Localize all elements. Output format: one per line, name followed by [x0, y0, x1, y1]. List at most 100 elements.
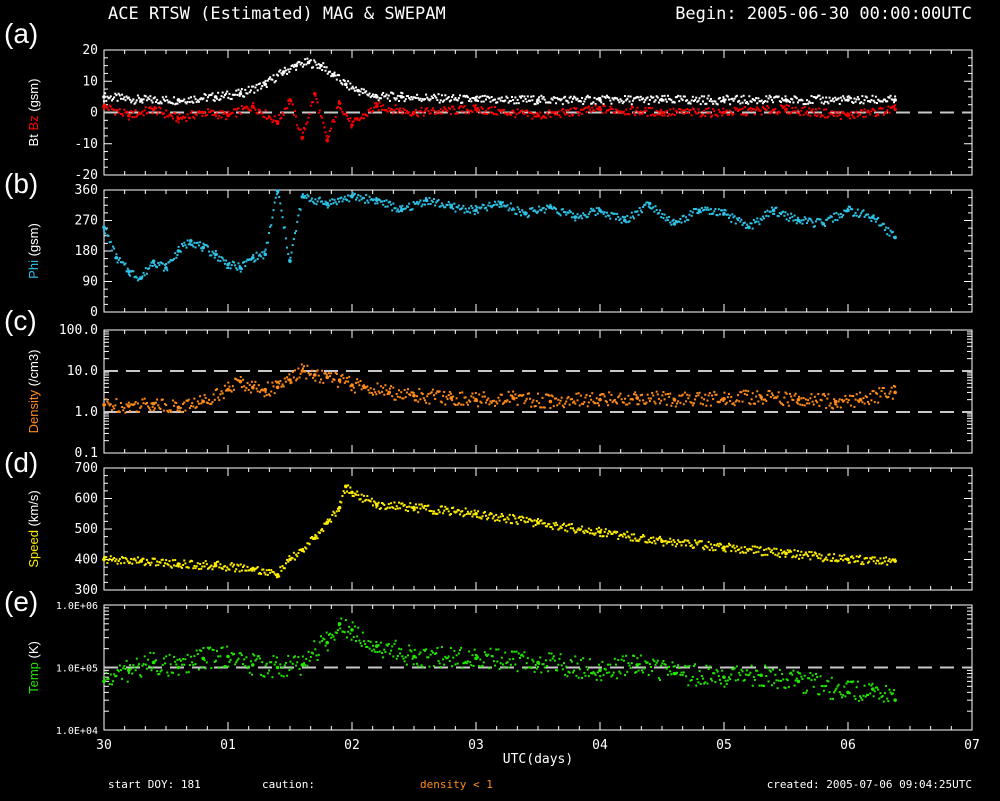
- data-dot: [513, 102, 516, 105]
- data-dot: [122, 114, 125, 117]
- data-dot: [601, 392, 604, 395]
- data-dot: [324, 522, 327, 525]
- data-dot: [323, 203, 326, 206]
- data-dot: [288, 70, 291, 73]
- data-dot: [810, 95, 813, 98]
- data-dot: [888, 234, 891, 237]
- data-dot: [638, 538, 641, 541]
- data-dot: [634, 97, 637, 100]
- data-point-speed-13: [375, 502, 379, 507]
- data-dot: [288, 102, 291, 105]
- data-dot: [209, 254, 212, 257]
- data-dot: [552, 655, 555, 658]
- data-dot: [190, 559, 193, 562]
- data-dot: [340, 617, 343, 620]
- data-dot: [590, 207, 593, 210]
- data-dot: [106, 562, 109, 565]
- data-dot: [783, 396, 786, 399]
- data-dot: [371, 93, 374, 96]
- data-dot: [297, 367, 300, 370]
- data-dot: [126, 560, 129, 563]
- data-dot: [673, 541, 676, 544]
- data-dot: [631, 215, 634, 218]
- data-dot: [737, 548, 740, 551]
- data-dot: [662, 660, 665, 663]
- data-dot: [749, 403, 752, 406]
- panel-b-ytick-label-4: 360: [75, 183, 98, 198]
- data-dot: [187, 566, 190, 569]
- data-dot: [401, 397, 404, 400]
- data-dot: [178, 101, 181, 104]
- data-point-bz-16: [474, 107, 478, 112]
- data-dot: [390, 649, 393, 652]
- data-dot: [854, 211, 857, 214]
- data-dot: [860, 697, 863, 700]
- data-dot: [669, 392, 672, 395]
- data-dot: [300, 363, 303, 366]
- data-dot: [876, 102, 879, 105]
- data-dot: [878, 107, 881, 110]
- data-dot: [872, 99, 875, 102]
- data-dot: [802, 691, 805, 694]
- data-dot: [696, 100, 699, 103]
- data-dot: [480, 206, 483, 209]
- data-dot: [743, 392, 746, 395]
- data-dot: [568, 209, 571, 212]
- data-dot: [375, 93, 378, 96]
- data-dot: [257, 572, 260, 575]
- data-dot: [648, 400, 651, 403]
- data-dot: [616, 212, 619, 215]
- data-dot: [313, 640, 316, 643]
- data-dot: [810, 393, 813, 396]
- data-dot: [305, 122, 308, 125]
- data-dot: [701, 546, 704, 549]
- data-dot: [185, 246, 188, 249]
- data-dot: [357, 626, 360, 629]
- data-dot: [496, 402, 499, 405]
- data-dot: [488, 201, 491, 204]
- data-dot: [894, 104, 897, 107]
- data-dot: [570, 216, 573, 219]
- data-dot: [635, 210, 638, 213]
- data-dot: [411, 98, 414, 101]
- data-dot: [103, 229, 105, 232]
- data-dot: [721, 397, 724, 400]
- data-dot: [727, 216, 730, 219]
- data-dot: [377, 390, 380, 393]
- data-dot: [777, 679, 780, 682]
- data-dot: [616, 402, 619, 405]
- data-dot: [255, 387, 258, 390]
- data-dot: [777, 552, 780, 555]
- data-dot: [885, 100, 888, 103]
- data-dot: [827, 680, 830, 683]
- data-dot: [426, 96, 429, 99]
- data-dot: [635, 96, 638, 99]
- data-dot: [664, 393, 667, 396]
- data-dot: [526, 114, 529, 117]
- data-dot: [382, 104, 385, 107]
- data-dot: [779, 101, 782, 104]
- data-dot: [495, 203, 498, 206]
- data-dot: [192, 405, 195, 408]
- data-dot: [627, 221, 630, 224]
- data-dot: [555, 397, 558, 400]
- data-dot: [513, 515, 516, 518]
- data-dot: [301, 367, 304, 370]
- data-dot: [687, 539, 690, 542]
- data-point-density-26: [722, 396, 726, 401]
- data-dot: [271, 570, 274, 573]
- data-dot: [678, 100, 681, 103]
- data-dot: [407, 388, 410, 391]
- data-dot: [829, 402, 832, 405]
- data-dot: [603, 105, 606, 108]
- data-dot: [104, 556, 107, 559]
- ylabel-part: Bt: [26, 134, 41, 147]
- data-dot: [396, 395, 399, 398]
- data-dot: [421, 505, 424, 508]
- data-dot: [477, 405, 480, 408]
- data-dot: [822, 102, 825, 105]
- data-dot: [566, 112, 569, 115]
- data-dot: [585, 111, 588, 114]
- data-dot: [164, 263, 167, 266]
- data-dot: [124, 262, 127, 265]
